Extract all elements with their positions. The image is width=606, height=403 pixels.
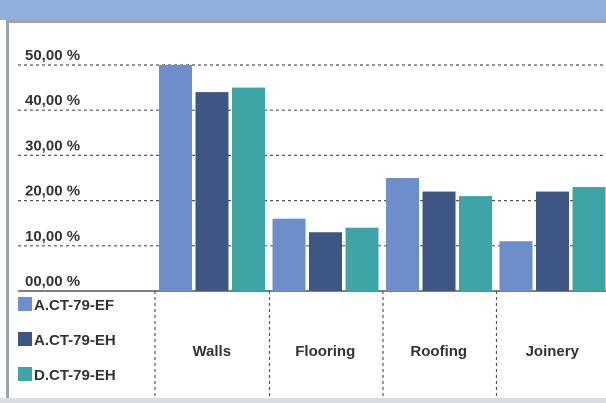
- y-tick-label: 00,00 %: [25, 273, 80, 290]
- legend-swatch: [18, 332, 32, 346]
- bar: [195, 92, 229, 292]
- window-title-bar: [0, 0, 606, 20]
- bar: [422, 191, 456, 291]
- bar: [272, 218, 306, 291]
- bar: [536, 191, 569, 291]
- bar: [572, 187, 606, 291]
- bar: [159, 65, 192, 291]
- chart-frame: [6, 20, 606, 398]
- y-tick-label: 20,00 %: [25, 183, 80, 200]
- category-label: Roofing: [410, 343, 467, 360]
- legend-swatch: [18, 367, 32, 381]
- y-tick-label: 40,00 %: [25, 92, 80, 109]
- bar: [386, 178, 419, 291]
- legend: A.CT-79-EF A.CT-79-EH D.CT-79-EH: [18, 297, 116, 384]
- y-tick-label: 50,00 %: [25, 47, 80, 64]
- bar: [345, 227, 379, 291]
- bar: [232, 87, 265, 291]
- category-labels: Walls Flooring Roofing Joinery: [192, 343, 579, 360]
- category-label: Joinery: [526, 343, 580, 360]
- y-axis-ticks: 00,00 % 10,00 % 20,00 % 30,00 % 40,00 % 50,00…: [25, 47, 80, 290]
- bottom-edge: [0, 398, 606, 403]
- legend-label: A.CT-79-EH: [34, 332, 116, 349]
- bar: [309, 232, 342, 291]
- legend-label: D.CT-79-EH: [34, 367, 116, 384]
- y-tick-label: 30,00 %: [25, 137, 80, 154]
- bars: [159, 65, 606, 292]
- category-label: Walls: [192, 343, 231, 360]
- legend-swatch: [18, 297, 32, 311]
- bar: [499, 241, 533, 291]
- y-tick-label: 10,00 %: [25, 228, 80, 245]
- category-label: Flooring: [295, 343, 355, 360]
- legend-label: A.CT-79-EF: [34, 297, 114, 314]
- bar: [459, 196, 492, 291]
